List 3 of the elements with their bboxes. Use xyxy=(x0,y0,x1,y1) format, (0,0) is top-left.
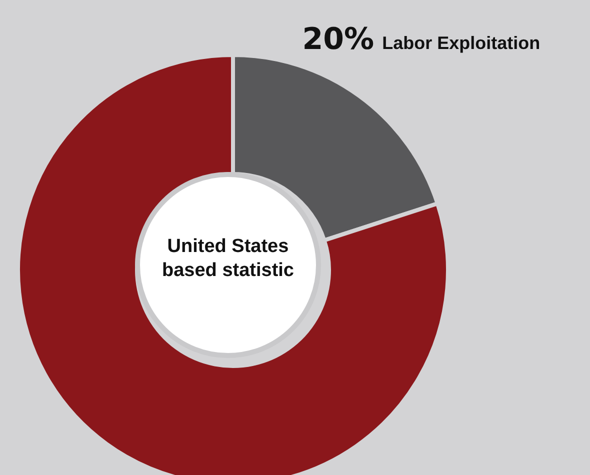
text: United States based statistic xyxy=(161,235,295,283)
data-label: 20% xyxy=(302,22,374,57)
slice-label: Labor Exploitation xyxy=(382,33,540,53)
